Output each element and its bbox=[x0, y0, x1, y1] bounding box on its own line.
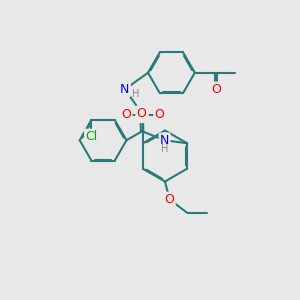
Text: N: N bbox=[120, 83, 130, 96]
Text: H: H bbox=[131, 89, 139, 99]
Text: H: H bbox=[161, 144, 168, 154]
Text: S: S bbox=[139, 108, 147, 122]
Text: O: O bbox=[136, 107, 146, 120]
Text: O: O bbox=[154, 108, 164, 121]
Text: O: O bbox=[165, 193, 174, 206]
Text: O: O bbox=[122, 108, 131, 121]
Text: O: O bbox=[211, 83, 221, 96]
Text: Cl: Cl bbox=[85, 130, 98, 143]
Text: N: N bbox=[160, 134, 169, 147]
